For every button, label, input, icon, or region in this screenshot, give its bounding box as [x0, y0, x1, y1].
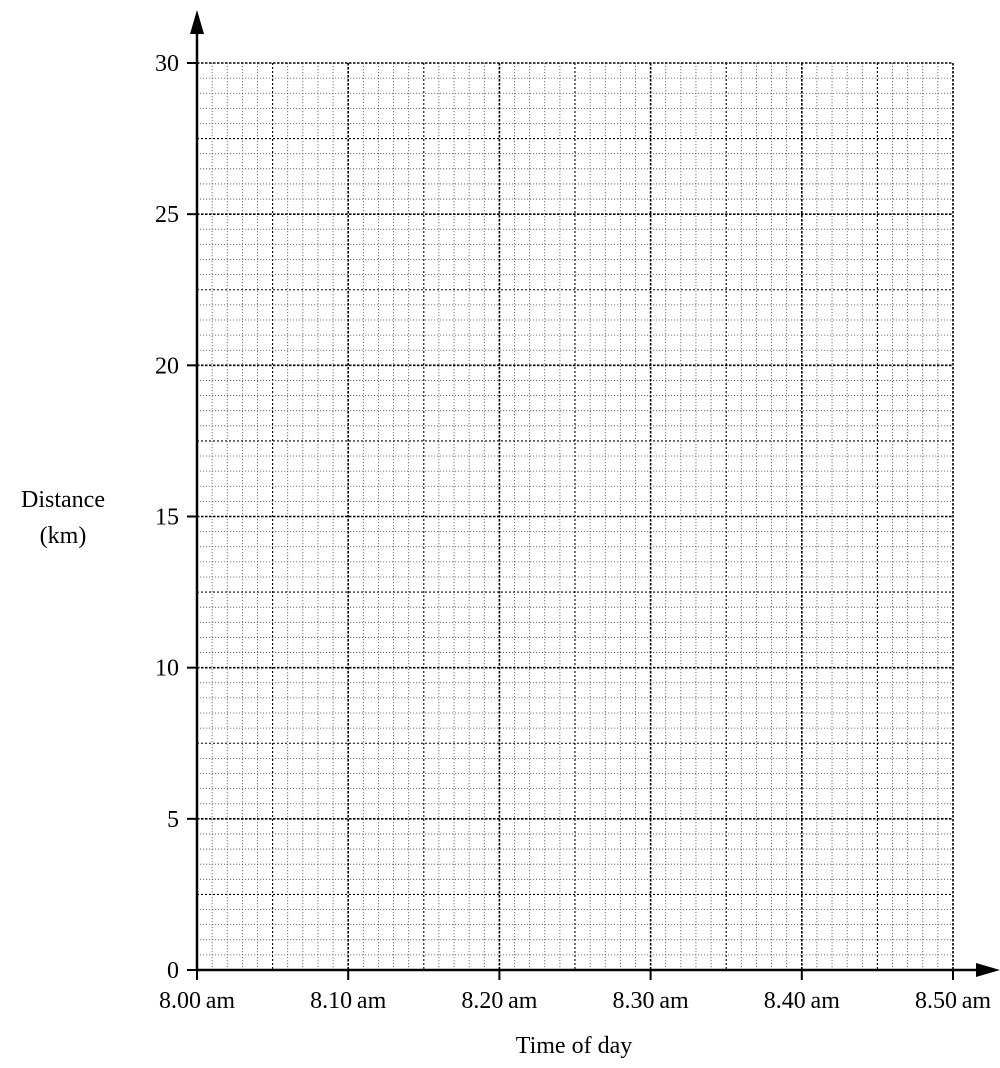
y-tick-label: 25 [155, 202, 179, 228]
y-tick-label: 5 [167, 807, 179, 833]
tick-labels: 0 5 10 15 20 25 30 8.00 am 8.10 am 8.20 am 8.30 am… [155, 51, 991, 1014]
y-tick-label: 0 [167, 958, 179, 984]
tick-marks [187, 62, 954, 980]
x-tick-label: 8.30 am [613, 988, 689, 1014]
y-axis-title-line-1: Distance [21, 487, 105, 513]
x-tick-label: 8.20 am [461, 988, 537, 1014]
x-tick-label: 8.50 am [915, 988, 991, 1014]
x-axis-arrow [976, 963, 1000, 977]
y-tick-label: 20 [155, 353, 179, 379]
x-tick-label: 8.40 am [764, 988, 840, 1014]
x-tick-label: 8.00 am [159, 988, 235, 1014]
y-tick-label: 30 [155, 51, 179, 77]
y-axis-title-line-2: (km) [40, 523, 87, 549]
x-axis-title: Time of day [516, 1033, 632, 1059]
x-tick-label: 8.10 am [310, 988, 386, 1014]
y-tick-label: 15 [155, 505, 179, 531]
graph-paper-grid [197, 62, 954, 970]
y-tick-label: 10 [155, 656, 179, 682]
axes [190, 10, 1000, 977]
y-axis-arrow [190, 10, 204, 34]
